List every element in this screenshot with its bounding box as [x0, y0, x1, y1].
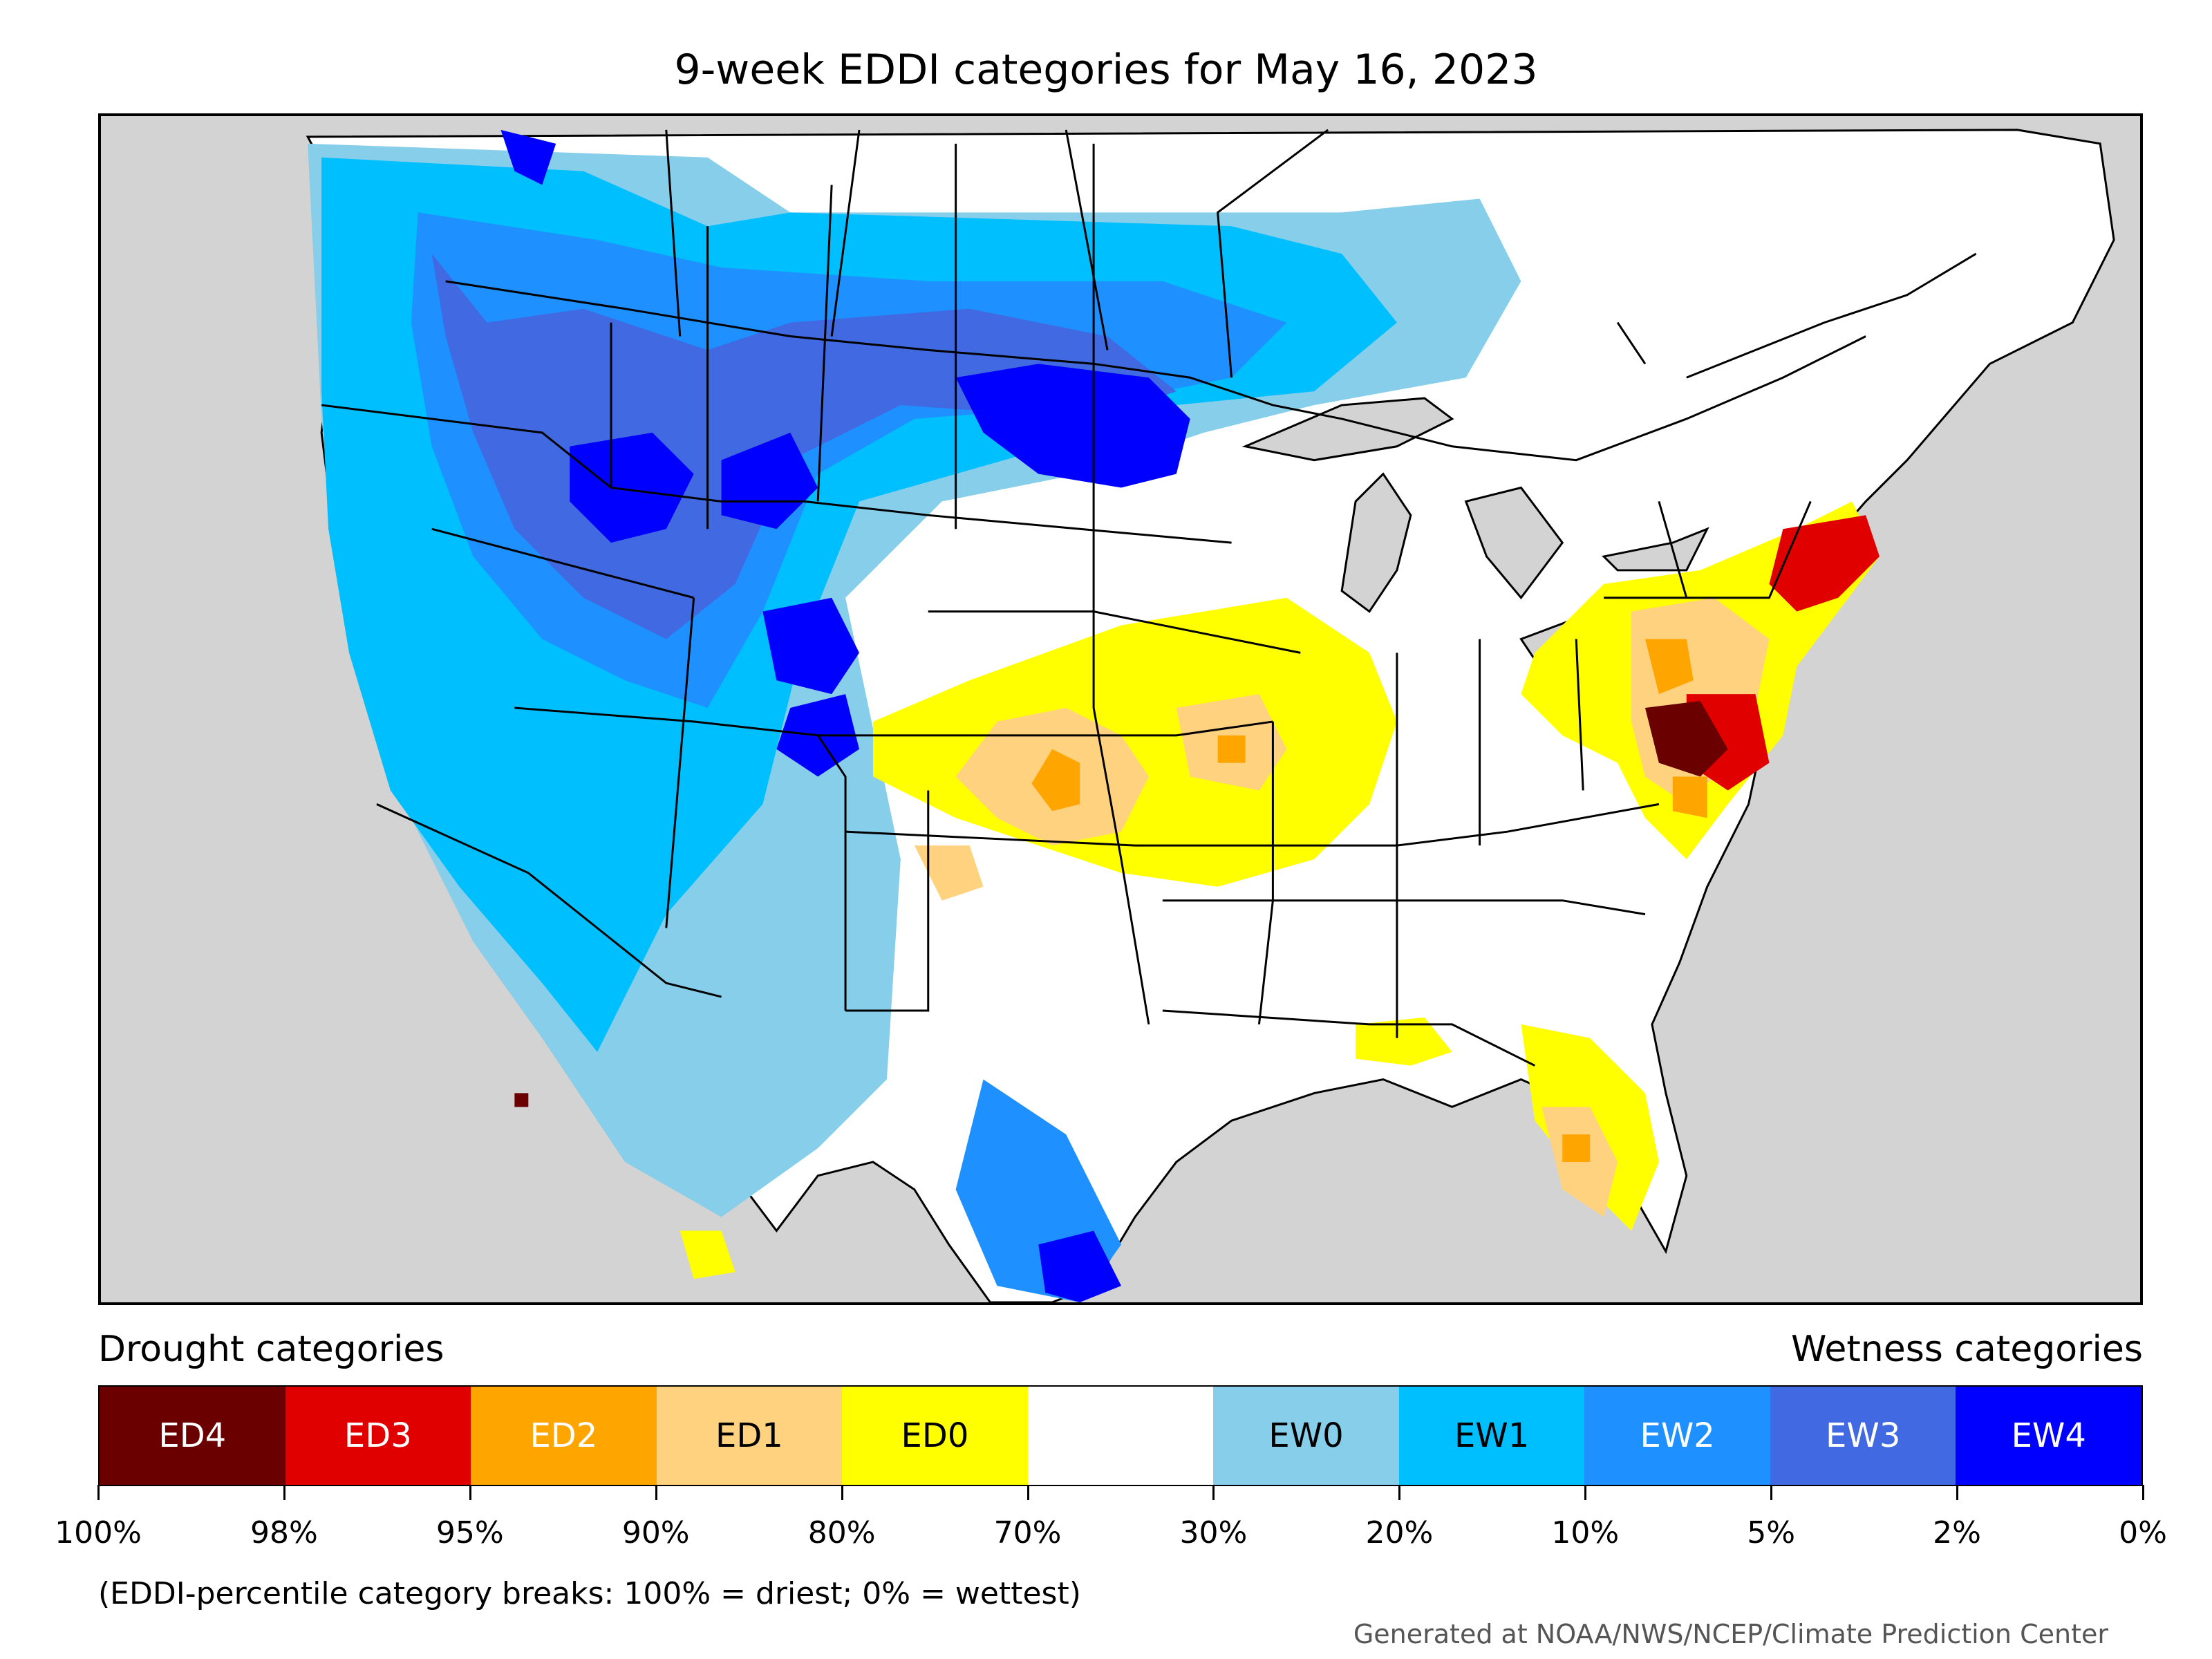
map-canvas	[101, 116, 2140, 1302]
legend-tick-mark	[283, 1485, 285, 1500]
legend-swatch-normal	[1027, 1387, 1214, 1485]
legend-footnote: (EDDI-percentile category breaks: 100% =…	[98, 1576, 1081, 1611]
legend-tick-label: 10%	[1551, 1515, 1620, 1550]
legend-tick-label: 30%	[1179, 1515, 1248, 1550]
legend-tick-mark	[1027, 1485, 1029, 1500]
legend-swatch-ed4: ED4	[100, 1387, 285, 1485]
legend-tick-label: 20%	[1365, 1515, 1434, 1550]
legend-tick-label: 98%	[250, 1515, 318, 1550]
legend-swatch-ew4: EW4	[1956, 1387, 2142, 1485]
legend-tick-mark	[97, 1485, 100, 1500]
great-lakes	[1241, 397, 1709, 661]
legend-swatch-ed2: ED2	[471, 1387, 657, 1485]
dry-ed1-region	[914, 597, 1770, 1217]
legend-tick-label: 100%	[55, 1515, 142, 1550]
legend-tick-mark	[841, 1485, 843, 1500]
dry-ed3-region	[1686, 515, 1880, 791]
legend-swatch-ew0: EW0	[1213, 1387, 1399, 1485]
legend-swatch-ed1: ED1	[656, 1387, 843, 1485]
legend-tick-mark	[1398, 1485, 1401, 1500]
wet-ew4-region	[500, 129, 1190, 1302]
legend-swatch-ew1: EW1	[1398, 1387, 1585, 1485]
legend-tick-mark	[1584, 1485, 1587, 1500]
legend-swatch-ed0: ED0	[842, 1387, 1028, 1485]
state-boundaries	[321, 143, 1977, 1067]
credit-text: Generated at NOAA/NWS/NCEP/Climate Predi…	[1353, 1619, 2108, 1649]
legend-tick-label: 90%	[621, 1515, 690, 1550]
legend-tick-label: 5%	[1747, 1515, 1796, 1550]
legend-tick-mark	[469, 1485, 471, 1500]
legend-tick-label: 0%	[2119, 1515, 2167, 1550]
legend-tick-label: 2%	[1933, 1515, 1981, 1550]
legend-tick-label: 95%	[435, 1515, 504, 1550]
legend-tick-mark	[1770, 1485, 1773, 1500]
eddi-map	[98, 113, 2143, 1305]
wet-ew3-region	[431, 254, 1177, 639]
legend-swatch-ew2: EW2	[1584, 1387, 1770, 1485]
legend-tick-mark	[1956, 1485, 1959, 1500]
legend-tick-mark	[655, 1485, 657, 1500]
legend-tick-labels: 100% 98% 95% 90% 80% 70% 30% 20% 10% 5% 2% 0%	[55, 1515, 2167, 1557]
legend-tick-label: 70%	[993, 1515, 1062, 1550]
drought-categories-heading: Drought categories	[98, 1329, 444, 1370]
legend-tick-mark	[2142, 1485, 2144, 1500]
wetness-categories-heading: Wetness categories	[1791, 1329, 2143, 1370]
legend-tick-mark	[1212, 1485, 1215, 1500]
map-title: 9-week EDDI categories for May 16, 2023	[674, 46, 1538, 94]
legend-swatch-ew3: EW3	[1770, 1387, 1956, 1485]
legend-swatch-ed3: ED3	[285, 1387, 471, 1485]
legend-tick-label: 80%	[807, 1515, 876, 1550]
canada-us-border	[445, 280, 1866, 462]
legend-colorbar: ED4 ED3 ED2 ED1 ED0 EW0 EW1 EW2 EW3 EW4	[98, 1385, 2143, 1486]
legend-tick-row	[97, 1485, 2144, 1512]
canada-province-lines	[665, 129, 1647, 378]
